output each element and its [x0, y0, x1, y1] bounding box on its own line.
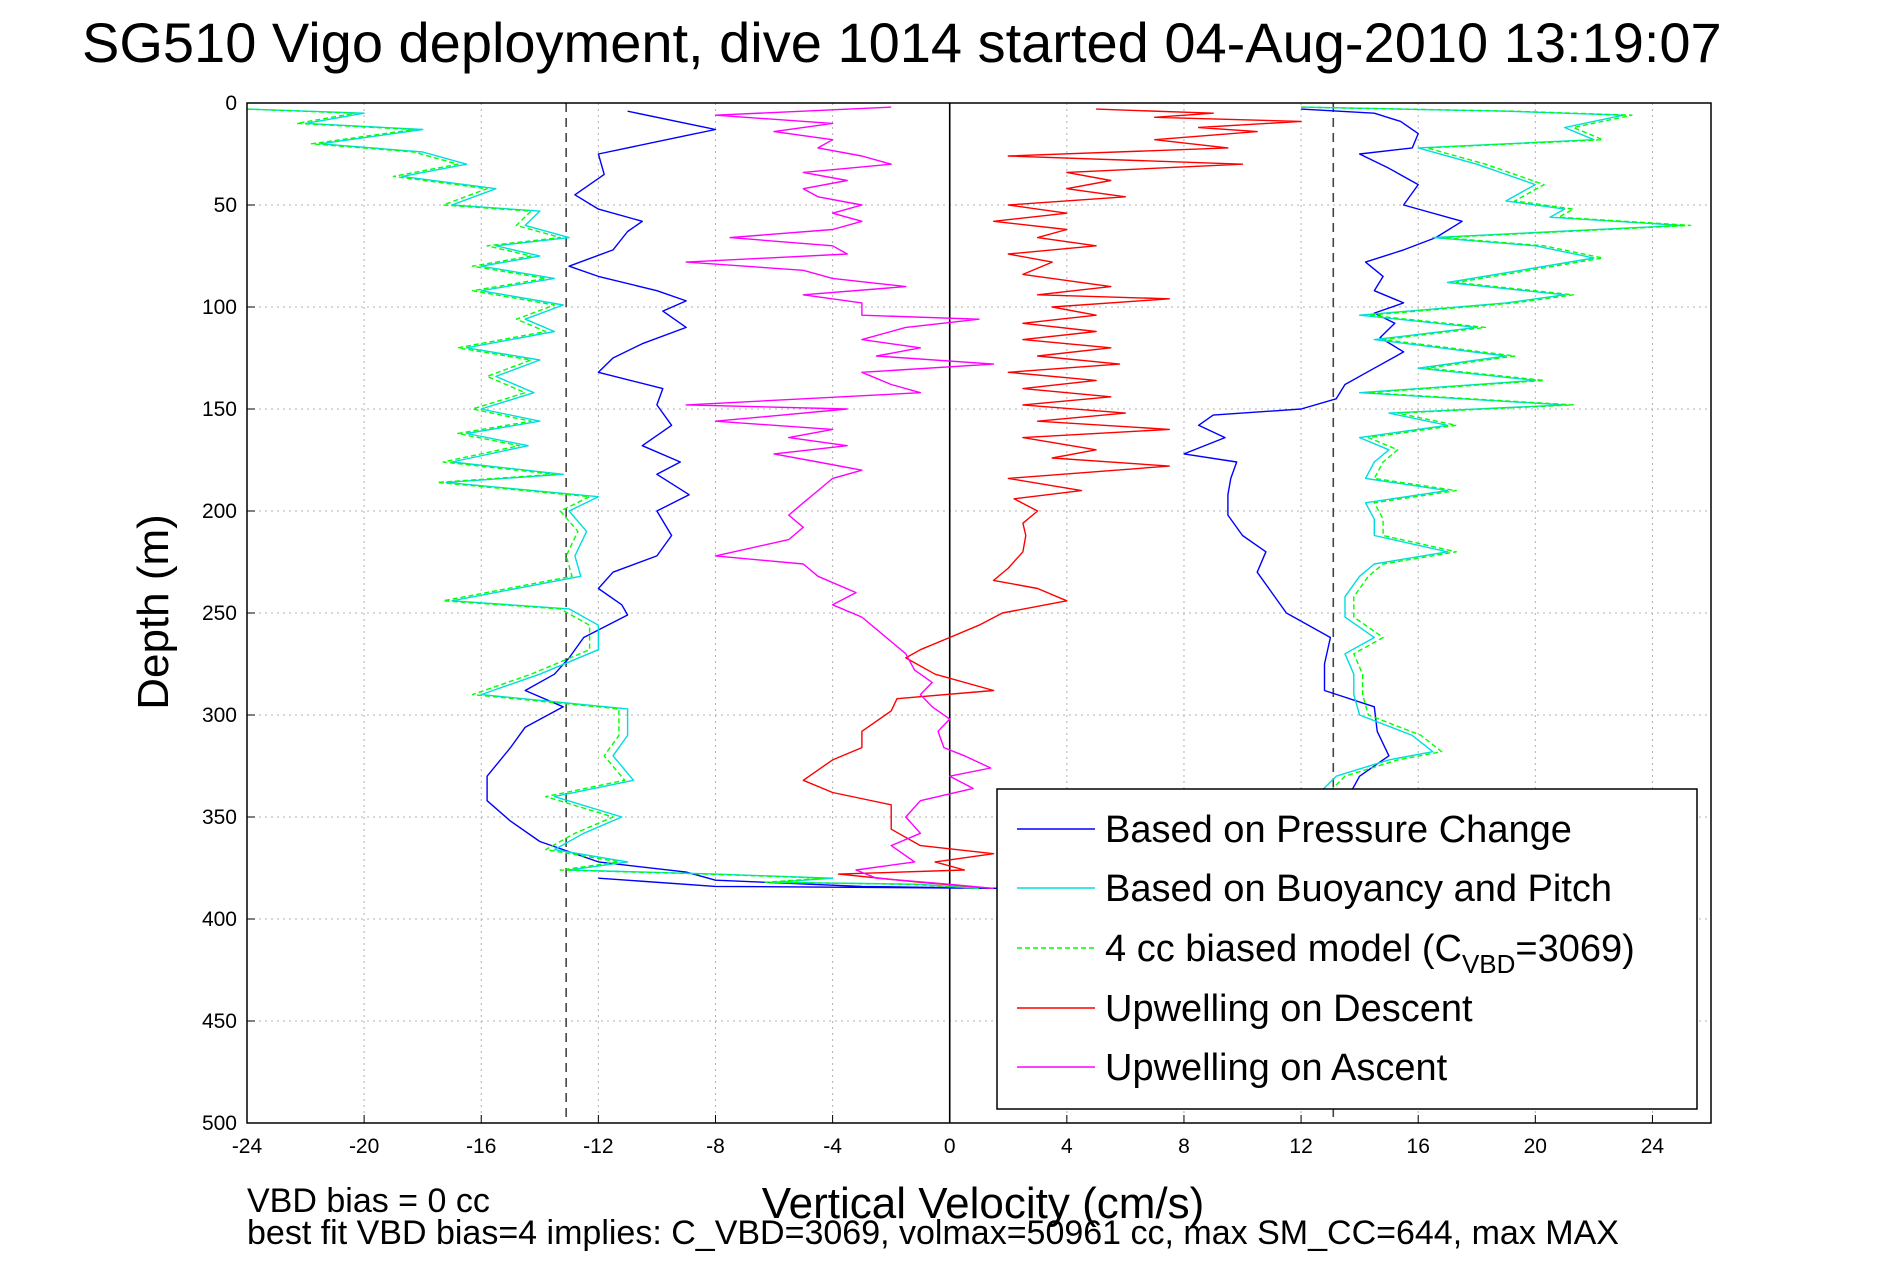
x-tick-label: -20: [349, 1135, 379, 1158]
y-tick-label: 50: [214, 194, 237, 217]
y-tick-label: 500: [202, 1112, 237, 1135]
x-tick-label: 12: [1289, 1135, 1312, 1158]
legend-items: Based on Pressure Change Based on Buoyanc…: [1017, 809, 1635, 1089]
y-tick-label: 0: [225, 92, 237, 115]
series-line-6: [1301, 106, 1692, 798]
legend-label: Based on Pressure Change: [1105, 809, 1572, 851]
x-tick-label: -8: [706, 1135, 725, 1158]
series-line-8: [685, 106, 995, 890]
x-tick-label: 24: [1641, 1135, 1665, 1158]
x-tick-label: 4: [1061, 1135, 1073, 1158]
x-tick-label: -16: [466, 1135, 496, 1158]
series-line-5: [1301, 106, 1683, 798]
x-tick-label: 8: [1178, 1135, 1190, 1158]
x-tick-label: -12: [583, 1135, 613, 1158]
legend-label: Upwelling on Descent: [1105, 988, 1473, 1030]
y-tick-label: 200: [202, 500, 237, 523]
y-axis-label: Depth (m): [129, 514, 178, 710]
series-layer: [246, 106, 1692, 890]
y-tick-label: 100: [202, 296, 237, 319]
y-tick-label: 350: [202, 806, 237, 829]
legend-label: Based on Buoyancy and Pitch: [1105, 868, 1612, 910]
x-tick-label: -24: [232, 1135, 263, 1158]
legend: Based on Pressure Change Based on Buoyanc…: [996, 788, 1698, 1110]
y-tick-label: 150: [202, 398, 237, 421]
series-line-4: [246, 108, 980, 890]
x-tick-labels: -24 -20 -16 -12 -8 -4 0 4 8 12 16 20 24: [232, 1135, 1665, 1158]
y-tick-label: 400: [202, 908, 237, 931]
x-axis-label: Vertical Velocity (cm/s): [762, 1179, 1205, 1228]
series-line-1: [486, 110, 1009, 890]
y-tick-label: 300: [202, 704, 237, 727]
y-tick-label: 250: [202, 602, 237, 625]
y-tick-label: 450: [202, 1010, 237, 1033]
x-tick-label: 20: [1524, 1135, 1547, 1158]
plot-frame: [246, 102, 1712, 1124]
series-line-2: [1183, 108, 1463, 838]
x-tick-label: -4: [823, 1135, 842, 1158]
annotation-best-fit: best fit VBD bias=4 implies: C_VBD=3069,…: [247, 1214, 1619, 1252]
x-tick-label: 0: [944, 1135, 956, 1158]
y-tick-labels: 0 50 100 150 200 250 300 350 400 450 500: [202, 92, 237, 1135]
annotation-vbd-bias: VBD bias = 0 cc: [247, 1182, 490, 1220]
series-line-7: [802, 108, 1302, 890]
series-line-3: [246, 108, 980, 890]
x-tick-label: 16: [1407, 1135, 1430, 1158]
chart-title: SG510 Vigo deployment, dive 1014 started…: [82, 11, 1722, 74]
legend-box: [996, 788, 1698, 1110]
legend-label: Upwelling on Ascent: [1105, 1047, 1448, 1089]
reference-lines: [565, 103, 1335, 1123]
